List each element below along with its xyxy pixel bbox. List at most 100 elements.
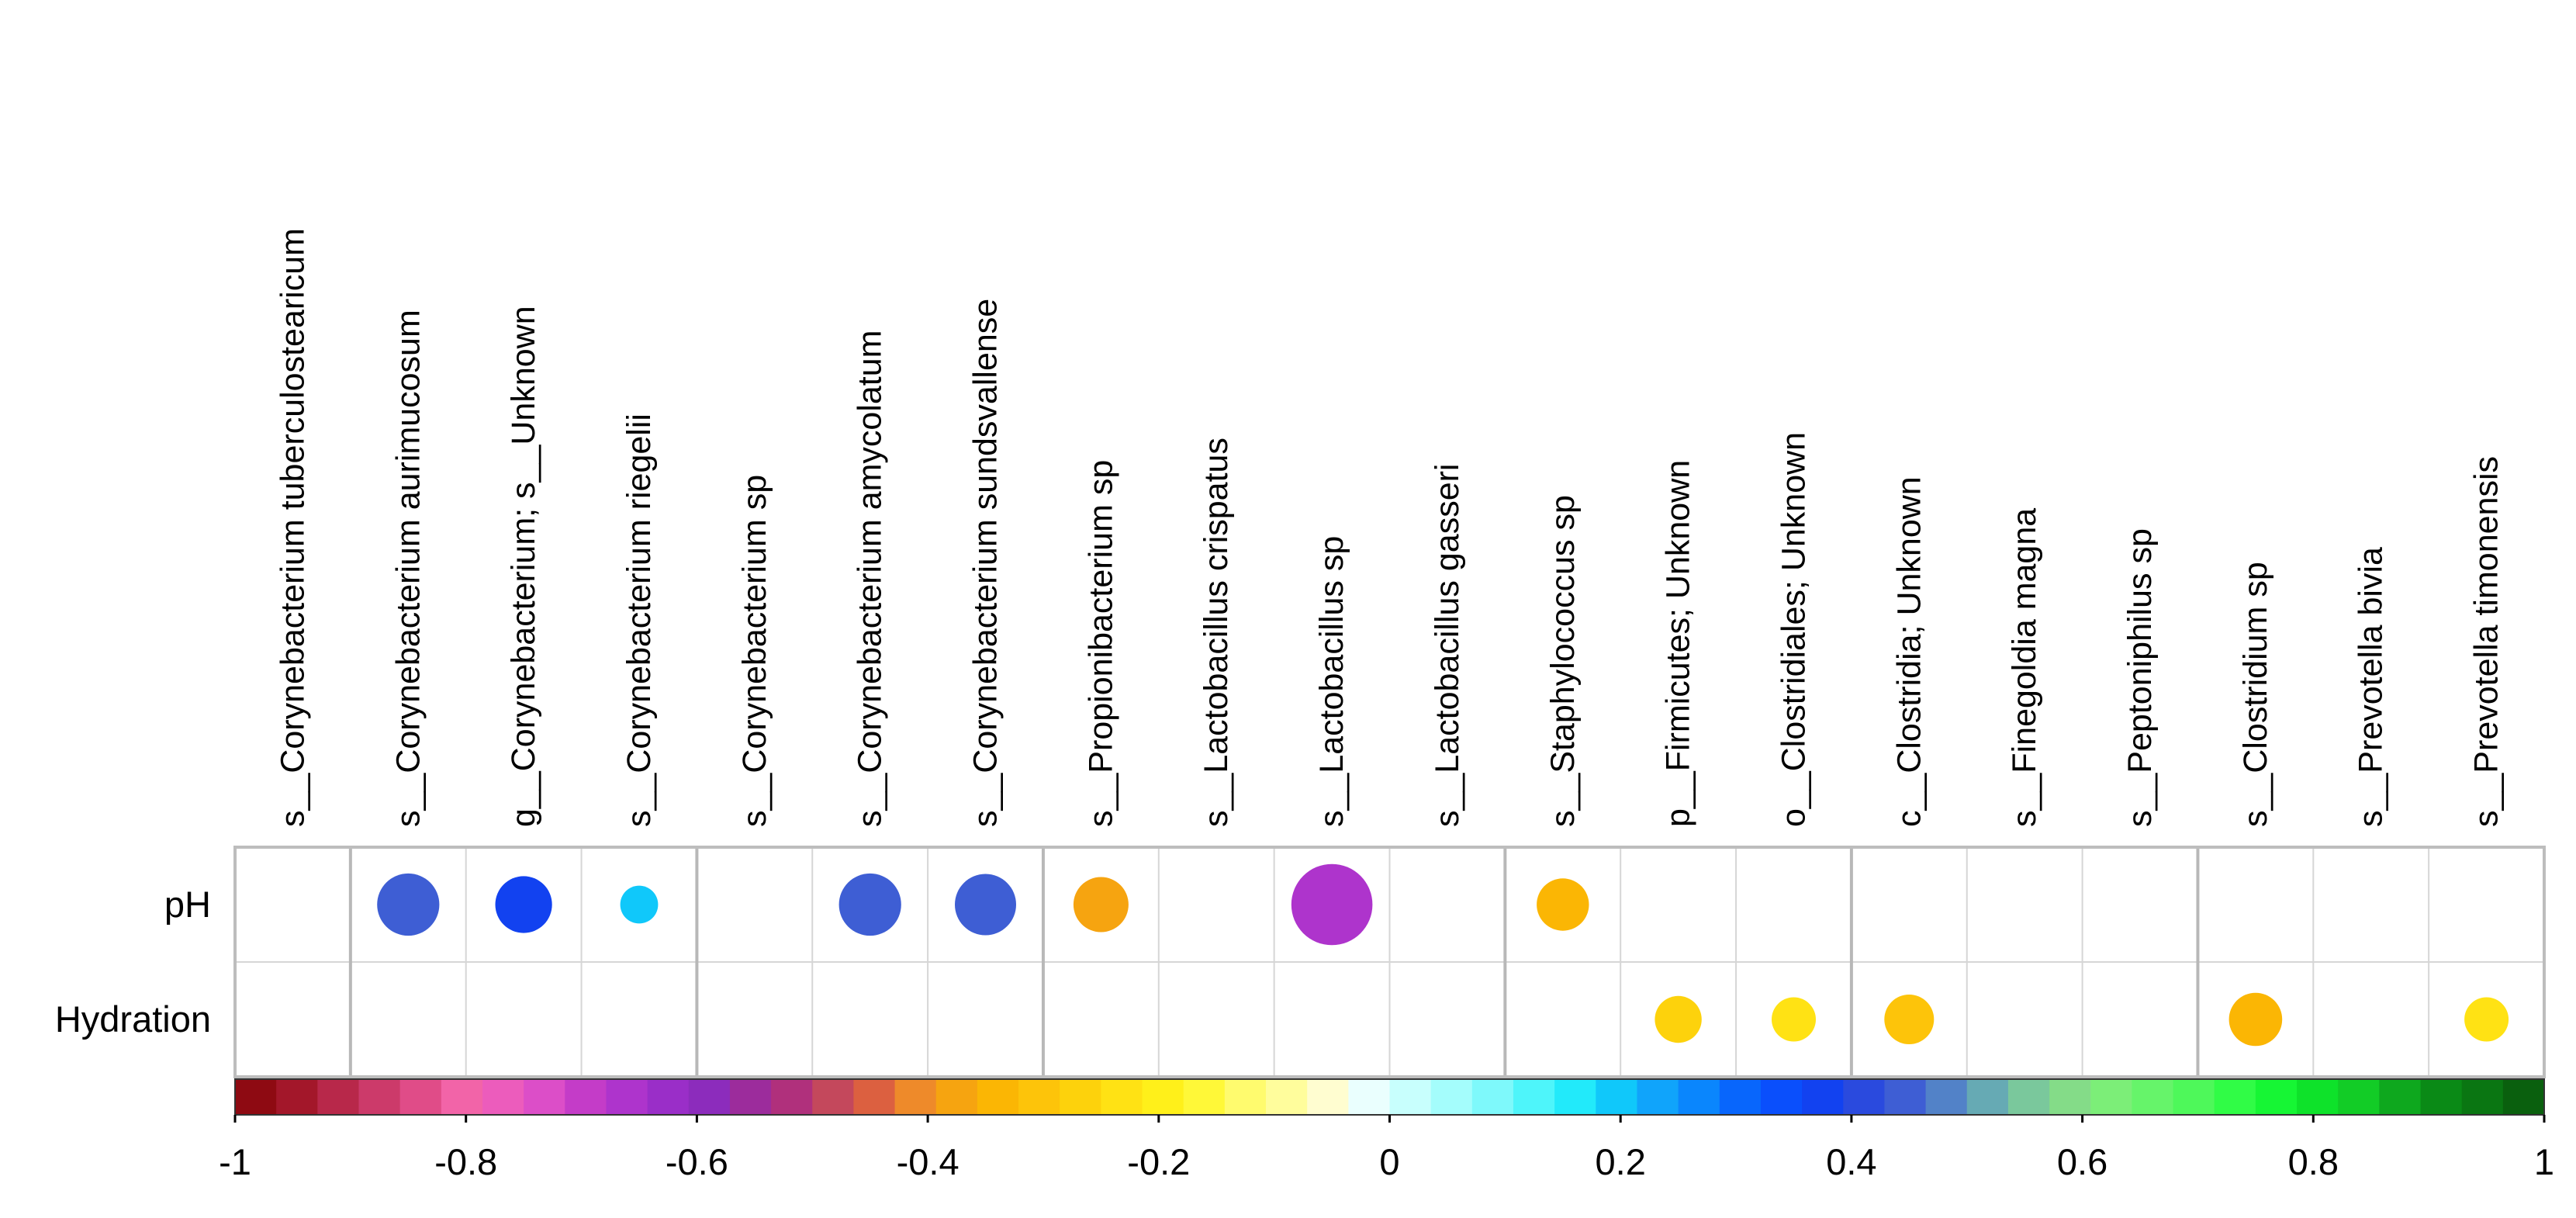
colorbar-segment bbox=[1843, 1079, 1886, 1115]
correlation-bubble bbox=[377, 873, 440, 936]
row-label: Hydration bbox=[55, 998, 211, 1040]
correlation-bubble bbox=[1655, 995, 1702, 1043]
correlation-bubble bbox=[955, 874, 1016, 936]
correlation-bubble bbox=[1537, 878, 1589, 931]
colorbar-segment bbox=[1884, 1079, 1927, 1115]
grid-frame bbox=[233, 846, 2546, 1078]
colorbar-segment bbox=[235, 1079, 277, 1115]
colorbar-segment bbox=[2420, 1079, 2463, 1115]
column-label: s__Corynebacterium tuberculostearicum bbox=[274, 228, 311, 827]
colorbar-segment bbox=[1760, 1079, 1803, 1115]
column-label: s__Lactobacillus crispatus bbox=[1198, 438, 1235, 827]
colorbar-segment bbox=[1389, 1079, 1432, 1115]
colorbar-segment bbox=[1596, 1079, 1638, 1115]
column-label: s__Lactobacillus gasseri bbox=[1429, 464, 1466, 828]
column-label: s__Prevotella timonensis bbox=[2468, 456, 2505, 827]
colorbar-segment bbox=[1719, 1079, 1762, 1115]
colorbar-segment bbox=[771, 1079, 813, 1115]
colorbar-segment bbox=[2007, 1079, 2050, 1115]
column-label: s__Corynebacterium sp bbox=[736, 475, 773, 827]
colorbar-segment bbox=[1925, 1079, 1968, 1115]
correlation-bubble bbox=[620, 885, 659, 924]
colorbar-segment bbox=[399, 1079, 442, 1115]
colorbar-segment bbox=[317, 1079, 360, 1115]
colorbar-segment bbox=[441, 1079, 483, 1115]
colorbar-segment bbox=[1637, 1079, 1679, 1115]
colorbar-tick-label: -0.4 bbox=[897, 1141, 960, 1182]
colorbar-segment bbox=[729, 1079, 772, 1115]
colorbar-segment bbox=[935, 1079, 978, 1115]
colorbar-segment bbox=[1513, 1079, 1555, 1115]
colorbar-segment bbox=[482, 1079, 524, 1115]
colorbar-segment bbox=[1101, 1079, 1143, 1115]
column-labels: s__Corynebacterium tuberculostearicum s__… bbox=[274, 228, 2505, 827]
colorbar-tick-label: -0.2 bbox=[1127, 1141, 1190, 1182]
correlation-bubble bbox=[838, 873, 901, 936]
column-label: s__Corynebacterium amycolatum bbox=[852, 330, 889, 828]
colorbar-tick-label: 0.8 bbox=[2288, 1141, 2339, 1182]
colorbar-segment bbox=[812, 1079, 855, 1115]
colorbar-segment bbox=[1430, 1079, 1473, 1115]
colorbar-segment bbox=[1802, 1079, 1844, 1115]
column-label: s__Peptoniphilus sp bbox=[2121, 528, 2159, 827]
colorbar-segment bbox=[2214, 1079, 2256, 1115]
column-label: s__Finegoldia magna bbox=[2006, 508, 2043, 827]
colorbar-segment bbox=[1266, 1079, 1308, 1115]
colorbar-segment bbox=[1348, 1079, 1391, 1115]
correlation-bubbles bbox=[377, 863, 2509, 1047]
correlation-bubble bbox=[1291, 863, 1373, 946]
column-label: o__Clostridiales; Unknown bbox=[1776, 432, 1813, 827]
colorbar-segment bbox=[1183, 1079, 1226, 1115]
colorbar-segment bbox=[2461, 1079, 2504, 1115]
colorbar-segment bbox=[2255, 1079, 2298, 1115]
column-label: s__Corynebacterium sundsvallense bbox=[967, 299, 1004, 827]
colorbar-segment bbox=[1471, 1079, 1514, 1115]
colorbar-segment bbox=[1224, 1079, 1267, 1115]
row-label: pH bbox=[164, 884, 211, 925]
colorbar-segment bbox=[2502, 1079, 2545, 1115]
column-label: s__Staphylococcus sp bbox=[1544, 495, 1582, 827]
column-label: s__Corynebacterium riegelii bbox=[621, 413, 658, 827]
correlation-bubble bbox=[2228, 992, 2283, 1047]
column-label: c__Clostridia; Unknown bbox=[1890, 476, 1928, 827]
column-label: g__Corynebacterium; s__Unknown bbox=[505, 306, 542, 827]
colorbar-segment bbox=[894, 1079, 937, 1115]
colorbar-segment bbox=[2090, 1079, 2132, 1115]
column-label: s__Propionibacterium sp bbox=[1082, 460, 1119, 827]
colorbar-segment bbox=[1678, 1079, 1720, 1115]
colorbar-segment bbox=[2297, 1079, 2339, 1115]
colorbar-segment bbox=[2173, 1079, 2215, 1115]
colorbar-tick-label: -0.8 bbox=[434, 1141, 497, 1182]
colorbar-segment bbox=[358, 1079, 401, 1115]
colorbar-tick-label: 0.2 bbox=[1596, 1141, 1646, 1182]
column-label: s__Prevotella bivia bbox=[2353, 547, 2390, 827]
colorbar-segment bbox=[2049, 1079, 2091, 1115]
colorbar-segment bbox=[2379, 1079, 2422, 1115]
column-label: p__Firmicutes; Unknown bbox=[1660, 460, 1697, 827]
column-label: s__Corynebacterium aurimucosum bbox=[389, 310, 427, 827]
colorbar-segment bbox=[977, 1079, 1019, 1115]
colorbar-tick-label: -1 bbox=[219, 1141, 251, 1182]
column-label: s__Clostridium sp bbox=[2237, 562, 2274, 827]
colorbar-segment bbox=[688, 1079, 731, 1115]
colorbar-tick-label: 0.6 bbox=[2057, 1141, 2107, 1182]
colorbar-segment bbox=[1142, 1079, 1184, 1115]
correlation-bubble bbox=[1073, 877, 1129, 933]
correlation-bubble bbox=[1772, 997, 1816, 1042]
colorbar-segment bbox=[1018, 1079, 1060, 1115]
colorbar-segment bbox=[853, 1079, 896, 1115]
colorbar-tick-label: 0 bbox=[1379, 1141, 1399, 1182]
correlation-bubble bbox=[2464, 997, 2509, 1042]
colorbar-segment bbox=[2338, 1079, 2380, 1115]
colorbar-segment bbox=[524, 1079, 565, 1115]
colorbar-segment bbox=[1554, 1079, 1596, 1115]
colorbar-segment bbox=[1307, 1079, 1349, 1115]
row-labels: pH Hydration bbox=[55, 884, 211, 1040]
heatmap-grid bbox=[233, 846, 2546, 1078]
colorbar-segment bbox=[2132, 1079, 2174, 1115]
colorbar-segment bbox=[565, 1079, 607, 1115]
colorbar-tick-label: -0.6 bbox=[666, 1141, 728, 1182]
colorbar-tick-label: 0.4 bbox=[1826, 1141, 1876, 1182]
column-label: s__Lactobacillus sp bbox=[1313, 536, 1350, 827]
